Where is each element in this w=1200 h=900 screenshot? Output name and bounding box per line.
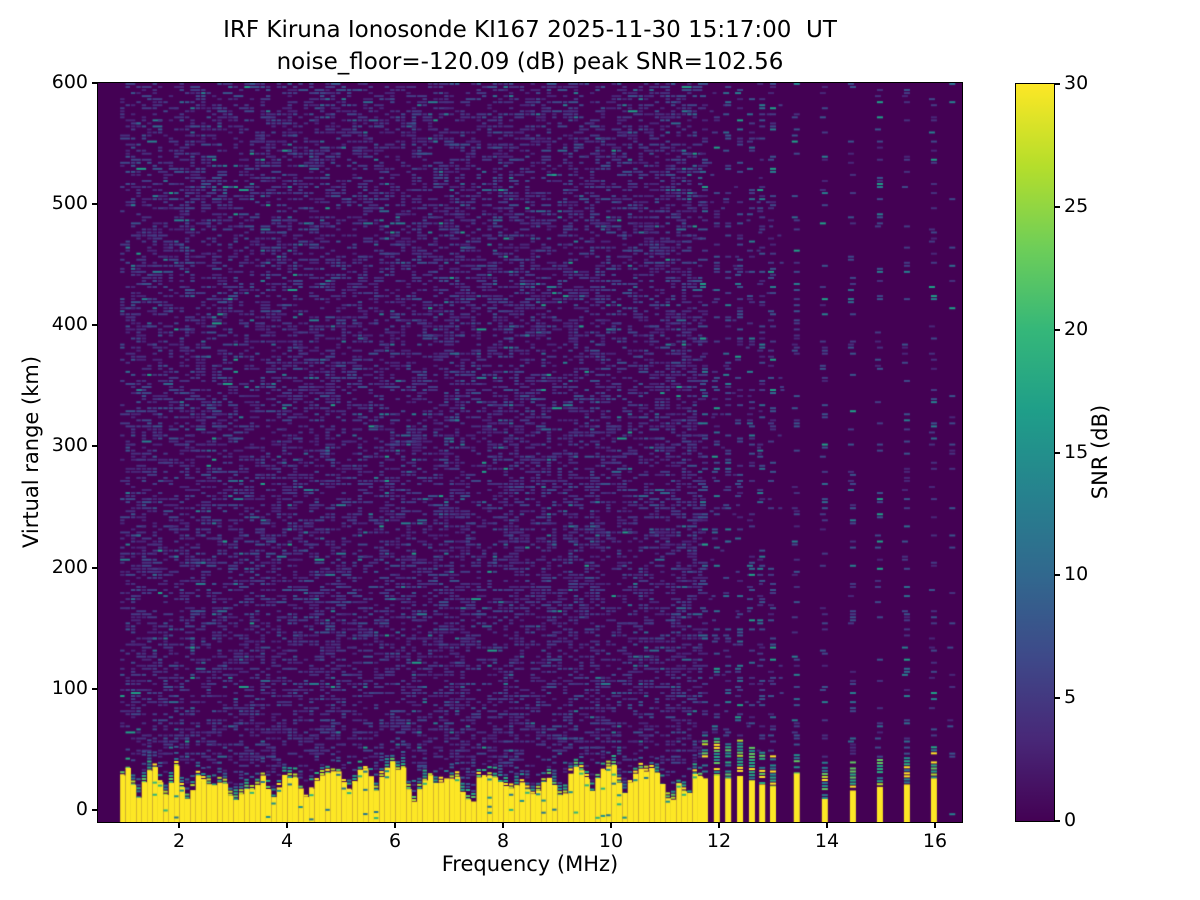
y-tick — [92, 808, 97, 811]
x-axis-label: Frequency (MHz) — [441, 852, 619, 876]
y-tick-label: 500 — [51, 192, 88, 215]
colorbar-tick — [1055, 697, 1060, 700]
x-tick-label: 4 — [280, 830, 294, 852]
colorbar — [1015, 83, 1055, 822]
x-tick-label: 6 — [388, 830, 402, 852]
y-tick-label: 0 — [75, 797, 88, 820]
x-tick — [826, 823, 828, 828]
ionogram-canvas — [98, 83, 962, 822]
x-tick-label: 12 — [706, 830, 732, 852]
colorbar-tick — [1055, 451, 1060, 454]
y-tick-label: 300 — [51, 434, 88, 457]
colorbar-tick-label: 15 — [1064, 440, 1089, 463]
x-tick — [286, 823, 288, 828]
colorbar-tick-label: 5 — [1064, 686, 1077, 709]
x-tick-label: 2 — [172, 830, 186, 852]
x-tick-label: 16 — [922, 830, 948, 852]
colorbar-tick — [1055, 328, 1060, 331]
x-tick — [610, 823, 612, 828]
x-tick — [502, 823, 504, 828]
y-tick — [92, 566, 97, 569]
colorbar-tick-label: 30 — [1064, 72, 1089, 94]
y-axis-label: Virtual range (km) — [19, 355, 43, 549]
x-tick-label: 8 — [496, 830, 510, 852]
colorbar-label: SNR (dB) — [1088, 404, 1112, 500]
x-tick — [178, 823, 180, 828]
y-tick — [92, 203, 97, 206]
figure-subtitle: noise_floor=-120.09 (dB) peak SNR=102.56 — [276, 49, 784, 75]
figure-title: IRF Kiruna Ionosonde KI167 2025-11-30 15… — [223, 17, 837, 43]
colorbar-tick — [1055, 820, 1060, 822]
colorbar-tick-label: 25 — [1064, 194, 1089, 217]
colorbar-tick-label: 0 — [1064, 809, 1077, 831]
y-tick — [92, 324, 97, 327]
y-tick — [92, 445, 97, 448]
x-tick — [934, 823, 936, 828]
colorbar-tick — [1055, 574, 1060, 577]
plot-area — [97, 82, 963, 823]
colorbar-tick — [1055, 205, 1060, 208]
y-tick-label: 600 — [51, 71, 88, 93]
x-tick — [394, 823, 396, 828]
colorbar-tick-label: 10 — [1064, 563, 1089, 586]
y-tick — [92, 687, 97, 690]
y-tick-label: 100 — [51, 676, 88, 699]
colorbar-gradient — [1016, 84, 1054, 821]
colorbar-tick — [1055, 83, 1060, 85]
x-tick — [718, 823, 720, 828]
y-tick — [92, 82, 97, 84]
x-tick-label: 14 — [814, 830, 840, 852]
x-tick-label: 10 — [598, 830, 624, 852]
y-tick-label: 400 — [51, 313, 88, 336]
colorbar-tick-label: 20 — [1064, 317, 1089, 340]
y-tick-label: 200 — [51, 555, 88, 578]
